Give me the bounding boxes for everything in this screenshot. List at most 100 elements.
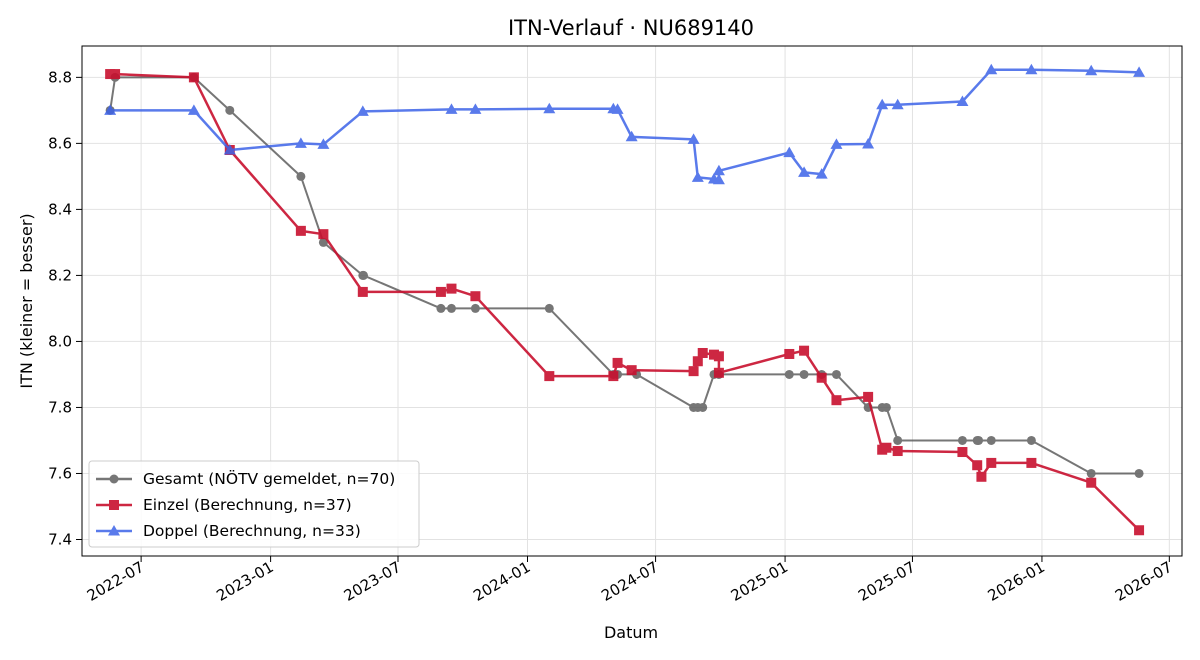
data-point-doppel (317, 138, 330, 149)
data-point-doppel (223, 143, 236, 155)
y-tick-label: 8.4 (48, 200, 72, 218)
data-point-gesamt (1026, 435, 1036, 445)
x-tick-label: 2026-07 (1112, 558, 1175, 605)
data-point-gesamt (446, 303, 456, 313)
data-point-einzel (612, 357, 623, 368)
data-point-doppel (798, 166, 811, 177)
data-point-einzel (957, 447, 968, 458)
data-point-doppel (294, 137, 307, 148)
data-point-doppel (876, 98, 889, 110)
data-point-doppel (543, 102, 556, 114)
data-point-einzel (713, 367, 724, 378)
data-point-doppel (830, 138, 843, 149)
data-point-einzel (608, 371, 619, 382)
data-point-doppel (625, 130, 638, 142)
data-point-einzel (1086, 477, 1097, 488)
series-doppel (104, 63, 1146, 185)
data-point-doppel (691, 171, 704, 182)
data-point-einzel (692, 356, 703, 367)
data-point-doppel (469, 103, 482, 114)
data-point-einzel (697, 347, 708, 358)
data-point-einzel (357, 286, 368, 297)
data-point-einzel (972, 460, 983, 471)
data-point-doppel (687, 133, 700, 144)
data-point-doppel (783, 146, 796, 158)
data-point-gesamt (986, 435, 996, 445)
plot-frame (81, 45, 1183, 557)
x-tick-label: 2023-07 (341, 558, 404, 605)
data-point-gesamt (436, 303, 446, 313)
data-point-doppel (1133, 66, 1146, 77)
legend[interactable]: Gesamt (NÖTV gemeldet, n=70) Einzel (Bere… (88, 460, 420, 548)
x-tick-label: 2023-01 (213, 558, 276, 605)
series-einzel (105, 69, 1145, 536)
data-point-gesamt (1134, 468, 1144, 478)
data-point-einzel (544, 371, 555, 382)
y-tick-label: 8.2 (48, 266, 72, 284)
x-tick-label: 2025-01 (728, 558, 791, 605)
data-point-einzel (1026, 457, 1037, 468)
data-point-einzel (1134, 525, 1145, 536)
data-point-einzel (986, 457, 997, 468)
chart-title: ITN-Verlauf · NU689140 (508, 16, 754, 40)
legend-label: Gesamt (NÖTV gemeldet, n=70) (143, 469, 395, 488)
legend-item-gesamt[interactable] (96, 474, 132, 484)
legend-marker-circle (109, 474, 119, 484)
data-point-einzel (892, 446, 903, 457)
series-layer (104, 63, 1146, 536)
data-point-gesamt (470, 303, 480, 313)
data-point-einzel (295, 225, 306, 236)
x-axis: 2022-07 2023-01 2023-07 2024-01 2024-07 2025-… (84, 556, 1175, 605)
data-point-einzel (318, 229, 329, 240)
legend-box (88, 460, 420, 548)
data-point-einzel (110, 69, 121, 80)
data-point-einzel (784, 348, 795, 359)
data-point-doppel (187, 104, 200, 115)
data-point-einzel (976, 471, 987, 482)
data-point-doppel (956, 95, 969, 106)
data-point-gesamt (698, 402, 708, 412)
y-tick-label: 8.0 (48, 332, 72, 350)
data-point-gesamt (296, 171, 306, 181)
data-point-doppel (356, 105, 369, 116)
data-point-einzel (816, 372, 827, 383)
data-point-einzel (688, 366, 699, 377)
data-point-doppel (815, 168, 828, 179)
data-point-doppel (712, 173, 725, 185)
data-point-doppel (985, 63, 998, 75)
data-point-doppel (611, 103, 624, 114)
data-point-einzel (470, 291, 481, 302)
y-axis-label: ITN (kleiner = besser) (17, 213, 36, 388)
data-point-doppel (1025, 63, 1038, 75)
data-point-einzel (863, 391, 874, 402)
data-point-gesamt (893, 435, 903, 445)
data-point-gesamt (318, 237, 328, 247)
data-point-doppel (445, 103, 458, 114)
y-tick-label: 7.6 (48, 464, 72, 482)
data-point-gesamt (1086, 468, 1096, 478)
data-point-einzel (188, 72, 199, 83)
data-point-einzel (446, 283, 457, 294)
data-point-einzel (626, 365, 637, 376)
data-point-doppel (712, 164, 725, 176)
data-point-einzel (831, 395, 842, 406)
data-point-einzel (713, 351, 724, 362)
legend-label: Doppel (Berechnung, n=33) (143, 522, 361, 540)
x-tick-label: 2025-07 (855, 558, 918, 605)
y-tick-label: 8.8 (48, 68, 72, 86)
y-axis: 7.4 7.6 7.8 8.0 8.2 8.4 8.6 8.8 (48, 68, 82, 548)
x-tick-label: 2024-01 (470, 558, 533, 605)
data-point-gesamt (784, 369, 794, 379)
legend-item-doppel[interactable] (96, 525, 132, 536)
y-tick-label: 8.6 (48, 134, 72, 152)
data-point-gesamt (957, 435, 967, 445)
data-point-gesamt (799, 369, 809, 379)
data-point-einzel (881, 442, 892, 453)
legend-marker-square (109, 500, 119, 510)
data-point-gesamt (974, 435, 984, 445)
legend-item-einzel[interactable] (96, 500, 132, 510)
data-point-doppel (862, 138, 875, 149)
data-point-einzel (435, 286, 446, 297)
data-point-doppel (1085, 64, 1098, 76)
